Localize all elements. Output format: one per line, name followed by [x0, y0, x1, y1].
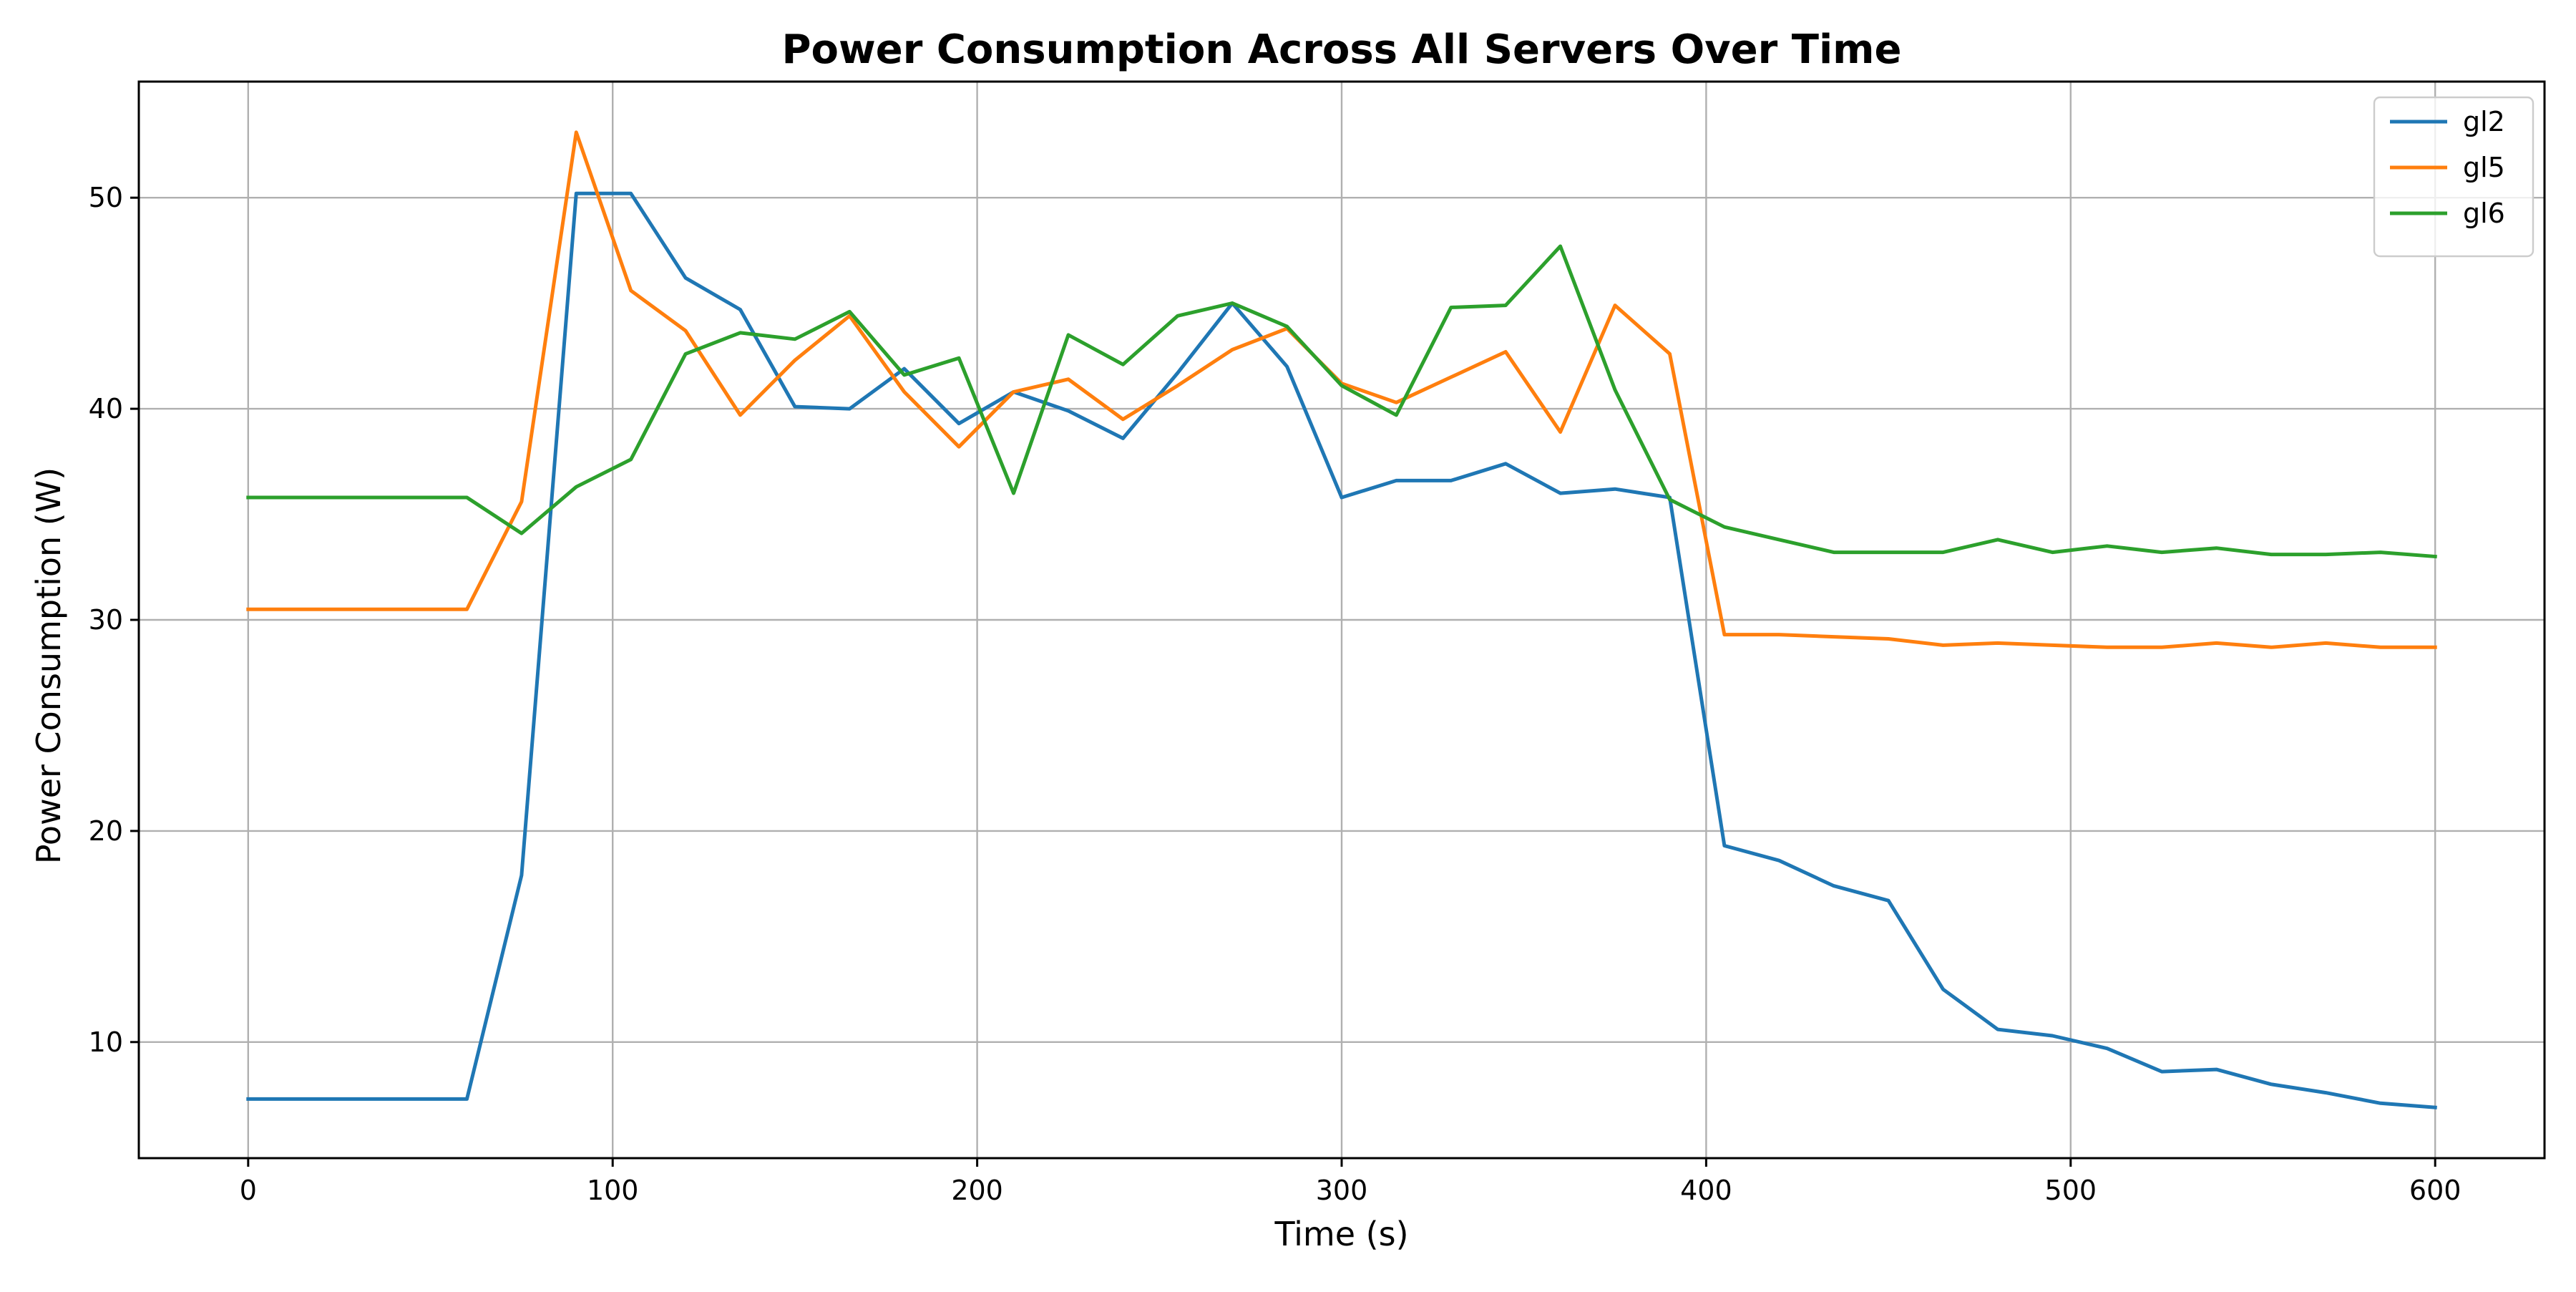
legend: gl2 gl5 gl6	[2373, 96, 2534, 258]
grid-layer	[139, 82, 2545, 1158]
x-tick-label: 100	[587, 1175, 639, 1206]
legend-box	[2373, 96, 2534, 258]
x-axis-label: Time (s)	[1274, 1215, 1408, 1253]
y-tick-label: 40	[89, 393, 123, 424]
y-tick-label: 10	[89, 1026, 123, 1058]
x-tick-label: 0	[240, 1175, 257, 1206]
x-tick-label: 600	[2409, 1175, 2462, 1206]
series-line-gl6	[246, 244, 2437, 559]
series-line-gl2	[246, 191, 2437, 1109]
series-layer	[246, 130, 2437, 1109]
x-tick-label: 500	[2045, 1175, 2097, 1206]
x-tick-label: 300	[1316, 1175, 1368, 1206]
legend-label-gl5: gl5	[2463, 152, 2505, 183]
y-tick-label: 20	[89, 815, 123, 847]
x-tick-label: 200	[951, 1175, 1003, 1206]
legend-label-gl2: gl2	[2463, 106, 2505, 137]
x-tick-label: 400	[1680, 1175, 1732, 1206]
y-tick-label: 50	[89, 182, 123, 213]
y-tick-label: 30	[89, 604, 123, 636]
y-axis-label: Power Consumption (W)	[29, 467, 68, 864]
tick-layer: 0 100 200 300 400 500 600 10 20 30 40 50	[89, 182, 2462, 1206]
chart-title: Power Consumption Across All Servers Ove…	[781, 26, 1901, 73]
legend-label-gl6: gl6	[2463, 198, 2505, 229]
